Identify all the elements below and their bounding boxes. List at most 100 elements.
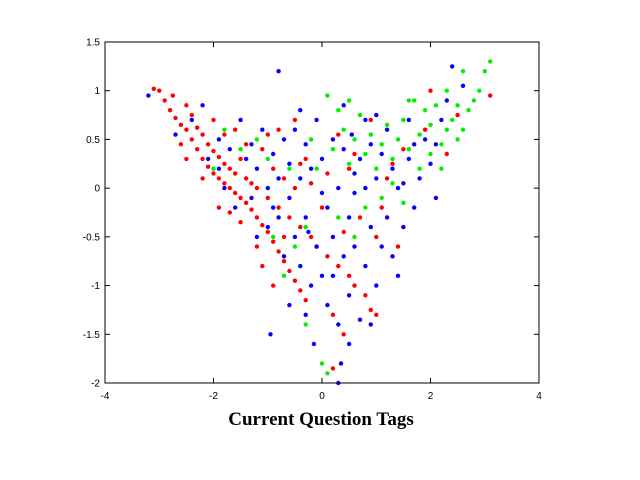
scatter-point — [406, 98, 411, 103]
scatter-point — [184, 103, 189, 108]
scatter-point — [178, 142, 184, 147]
scatter-point — [205, 156, 211, 162]
scatter-point — [390, 166, 395, 171]
scatter-point — [368, 117, 373, 123]
scatter-point — [325, 302, 330, 308]
scatter-point — [325, 205, 330, 210]
scatter-point — [292, 234, 298, 240]
scatter-point — [319, 361, 325, 366]
scatter-point — [368, 224, 373, 230]
scatter-point — [189, 137, 194, 142]
scatter-point — [406, 156, 411, 162]
scatter-point — [363, 185, 368, 191]
scatter-point — [260, 223, 265, 228]
scatter-point — [395, 244, 401, 249]
y-tick-label: 1.5 — [86, 38, 100, 49]
scatter-point — [330, 312, 336, 317]
scatter-point — [287, 302, 292, 308]
scatter-point — [200, 156, 205, 162]
scatter-point — [243, 200, 249, 205]
scatter-point — [271, 234, 276, 240]
chart-title: Current Question Tags — [228, 409, 413, 430]
scatter-point — [249, 195, 254, 201]
scatter-point — [222, 132, 227, 137]
scatter-point — [195, 147, 200, 152]
scatter-point — [401, 181, 406, 186]
scatter-point — [379, 244, 384, 249]
scatter-point — [374, 283, 379, 288]
scatter-point — [233, 127, 238, 132]
scatter-point — [363, 117, 368, 123]
scatter-point — [325, 371, 330, 376]
scatter-point — [271, 166, 276, 171]
scatter-point — [390, 156, 395, 162]
scatter-point — [205, 164, 211, 169]
scatter-point — [352, 151, 357, 157]
scatter-point — [401, 117, 406, 123]
scatter-point — [271, 239, 276, 244]
scatter-point — [341, 254, 346, 259]
scatter-point — [298, 288, 303, 293]
scatter-point — [276, 205, 281, 210]
scatter-point — [162, 98, 167, 103]
scatter-point — [374, 312, 379, 317]
scatter-point — [243, 156, 249, 162]
x-tick-label: 0 — [319, 391, 325, 402]
scatter-point — [287, 215, 292, 220]
scatter-point — [341, 229, 346, 235]
scatter-point — [455, 137, 460, 142]
scatter-point — [460, 127, 466, 132]
scatter-point — [346, 293, 352, 298]
x-tick-label: 2 — [428, 391, 434, 402]
scatter-point — [178, 122, 184, 128]
scatter-point — [227, 147, 232, 152]
scatter-point — [308, 166, 314, 171]
scatter-point — [233, 190, 238, 196]
scatter-point — [368, 322, 373, 327]
scatter-point — [298, 161, 303, 166]
scatter-point — [271, 283, 276, 288]
scatter-point — [357, 156, 363, 162]
scatter-point — [330, 234, 336, 240]
scatter-point — [422, 137, 428, 142]
scatter-point — [222, 181, 227, 186]
scatter-point — [303, 322, 308, 327]
scatter-point — [336, 132, 341, 137]
scatter-point — [439, 117, 444, 123]
scatter-point — [330, 147, 336, 152]
scatter-point — [433, 103, 439, 108]
scatter-point — [281, 254, 287, 259]
scatter-point — [379, 151, 384, 157]
scatter-point — [303, 142, 308, 147]
scatter-point — [184, 156, 189, 162]
scatter-point — [303, 156, 308, 162]
scatter-point — [428, 122, 433, 128]
scatter-point — [412, 205, 417, 210]
scatter-point — [352, 283, 357, 288]
scatter-point — [205, 142, 211, 147]
scatter-point — [428, 151, 433, 157]
scatter-point — [330, 273, 336, 278]
scatter-point — [238, 220, 243, 225]
scatter-point — [401, 147, 406, 152]
scatter-point — [319, 190, 325, 196]
scatter-point — [173, 132, 178, 137]
scatter-point — [265, 195, 270, 201]
scatter-point — [330, 137, 336, 142]
scatter-point — [222, 127, 227, 132]
scatter-point — [455, 103, 460, 108]
scatter-point — [417, 176, 422, 181]
scatter-point — [363, 205, 368, 210]
scatter-point — [167, 108, 173, 113]
scatter-point — [384, 176, 390, 181]
scatter-point — [292, 117, 298, 123]
scatter-point — [314, 117, 319, 123]
scatter-point — [384, 215, 390, 220]
scatter-point — [227, 185, 232, 191]
ticks-layer: -4 -2 0 2 4-2-1.5-1-0.500.511.5 — [83, 38, 542, 403]
scatter-point — [395, 137, 401, 142]
scatter-point — [363, 263, 368, 269]
scatter-point — [298, 108, 303, 113]
scatter-point — [379, 205, 384, 210]
